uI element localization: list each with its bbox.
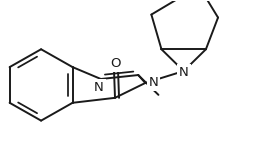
- Text: O: O: [110, 57, 120, 70]
- Text: N: N: [94, 81, 104, 94]
- Text: N: N: [149, 76, 158, 89]
- Text: N: N: [179, 66, 188, 79]
